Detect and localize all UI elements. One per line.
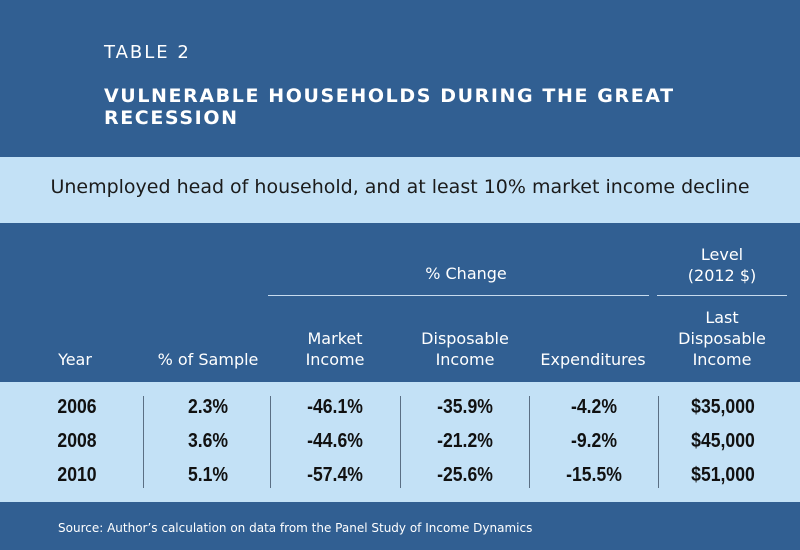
col-header-market-line1: Market (307, 329, 363, 348)
source-note: Source: Author’s calculation on data fro… (58, 521, 533, 535)
level-rule (657, 295, 787, 296)
pct-change-rule (268, 295, 649, 296)
col-header-disposable-line2: Income (435, 350, 495, 369)
cell-year: 2006 (57, 396, 97, 418)
column-divider (658, 396, 659, 488)
column-divider (143, 396, 144, 488)
cell-pct-sample: 5.1% (187, 464, 229, 486)
cell-market-income: -46.1% (307, 396, 363, 418)
col-header-expenditures: Expenditures (540, 350, 646, 369)
cell-pct-sample: 2.3% (187, 396, 229, 418)
table-title: VULNERABLE HOUSEHOLDS DURING THE GREAT R… (104, 85, 675, 129)
data-band: 2006 2.3% -46.1% -35.9% -4.2% $35,000 20… (0, 382, 800, 502)
col-header-year: Year (58, 350, 92, 369)
col-header-market-line2: Income (305, 350, 365, 369)
group-header-level-line2: (2012 $) (687, 266, 757, 285)
cell-pct-sample: 3.6% (187, 430, 229, 452)
column-divider (400, 396, 401, 488)
cell-last-disposable-income: $35,000 (691, 396, 755, 418)
cell-market-income: -44.6% (307, 430, 363, 452)
col-header-pct-sample: % of Sample (157, 350, 259, 369)
group-header-level: Level (2012 $) (657, 244, 787, 286)
cell-disposable-income: -25.6% (437, 464, 493, 486)
cell-last-disposable-income: $51,000 (691, 464, 755, 486)
table-number: TABLE 2 (104, 42, 191, 63)
col-header-last-line1: Last (705, 308, 739, 327)
cell-expenditures: -4.2% (571, 396, 617, 418)
cell-expenditures: -9.2% (571, 430, 617, 452)
group-header-level-line1: Level (700, 245, 744, 264)
column-divider (529, 396, 530, 488)
col-header-market-income: Market Income (275, 328, 395, 370)
group-header-pct-change: % Change (425, 264, 507, 283)
cell-year: 2008 (57, 430, 97, 452)
col-header-last-line3: Income (692, 350, 752, 369)
column-divider (270, 396, 271, 488)
subtitle-band: Unemployed head of household, and at lea… (0, 157, 800, 223)
cell-expenditures: -15.5% (566, 464, 622, 486)
col-header-disposable-income: Disposable Income (400, 328, 530, 370)
col-header-last-disposable-income: Last Disposable Income (657, 307, 787, 370)
col-header-last-line2: Disposable (678, 329, 766, 348)
col-header-disposable-line1: Disposable (421, 329, 509, 348)
cell-disposable-income: -21.2% (437, 430, 493, 452)
cell-year: 2010 (57, 464, 97, 486)
cell-disposable-income: -35.9% (437, 396, 493, 418)
cell-last-disposable-income: $45,000 (691, 430, 755, 452)
cell-market-income: -57.4% (307, 464, 363, 486)
table-subtitle: Unemployed head of household, and at lea… (50, 176, 750, 198)
